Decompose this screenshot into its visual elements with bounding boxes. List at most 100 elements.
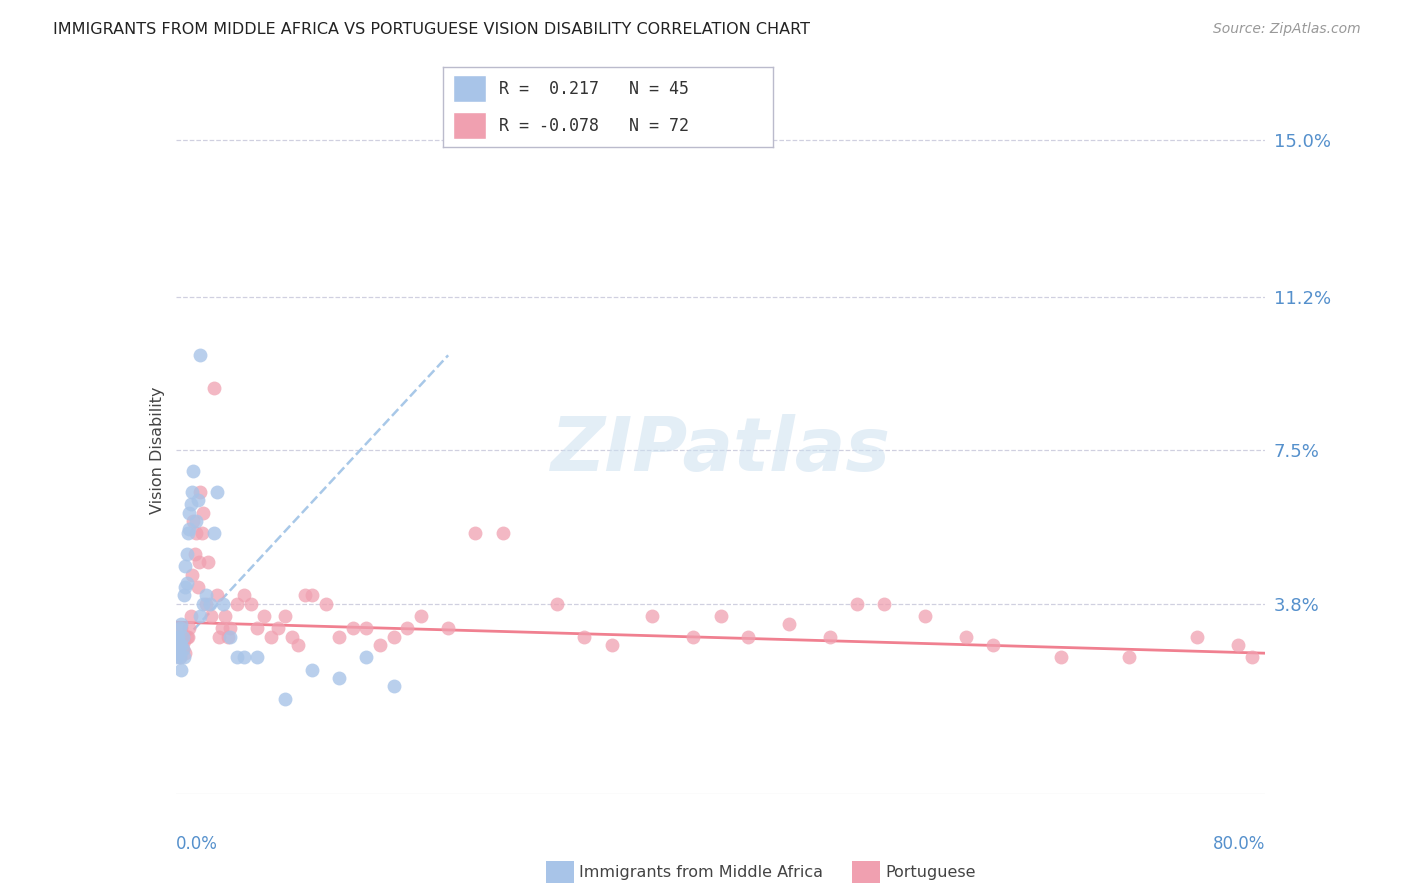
Point	[177, 630, 200, 644]
Point	[464, 526, 486, 541]
Point	[167, 630, 190, 644]
Point	[226, 650, 249, 665]
Point	[274, 609, 297, 624]
Point	[166, 630, 188, 644]
Point	[173, 650, 195, 665]
Point	[179, 506, 201, 520]
Point	[179, 522, 201, 536]
Point	[818, 630, 841, 644]
Point	[981, 638, 1004, 652]
Point	[172, 642, 194, 657]
Point	[301, 588, 323, 602]
Point	[181, 484, 204, 499]
Point	[356, 650, 378, 665]
Point	[180, 609, 202, 624]
Point	[191, 597, 214, 611]
Text: Source: ZipAtlas.com: Source: ZipAtlas.com	[1213, 22, 1361, 37]
Point	[873, 597, 896, 611]
Point	[186, 580, 209, 594]
Point	[191, 506, 214, 520]
Point	[186, 493, 209, 508]
Point	[574, 630, 596, 644]
Point	[180, 497, 202, 511]
Point	[315, 597, 337, 611]
Point	[232, 650, 254, 665]
Point	[188, 484, 211, 499]
Point	[177, 526, 200, 541]
Point	[170, 663, 193, 677]
Point	[437, 621, 460, 635]
Point	[208, 630, 231, 644]
Point	[294, 588, 316, 602]
Text: IMMIGRANTS FROM MIDDLE AFRICA VS PORTUGUESE VISION DISABILITY CORRELATION CHART: IMMIGRANTS FROM MIDDLE AFRICA VS PORTUGU…	[53, 22, 810, 37]
Text: ZIPatlas: ZIPatlas	[551, 414, 890, 487]
Point	[246, 621, 269, 635]
Y-axis label: Vision Disability: Vision Disability	[149, 387, 165, 514]
Point	[1240, 650, 1263, 665]
Text: 0.0%: 0.0%	[176, 835, 218, 854]
Point	[232, 588, 254, 602]
Point	[186, 526, 208, 541]
Point	[200, 609, 222, 624]
Point	[167, 633, 190, 648]
Point	[219, 630, 242, 644]
Point	[202, 526, 225, 541]
Point	[301, 663, 323, 677]
Point	[845, 597, 868, 611]
Point	[382, 679, 405, 693]
Point	[287, 638, 309, 652]
Text: 80.0%: 80.0%	[1213, 835, 1265, 854]
Point	[179, 621, 201, 635]
Point	[169, 650, 191, 665]
Point	[328, 630, 350, 644]
Point	[183, 514, 205, 528]
Point	[682, 630, 704, 644]
Text: Immigrants from Middle Africa: Immigrants from Middle Africa	[579, 865, 824, 880]
Point	[246, 650, 269, 665]
Point	[239, 597, 262, 611]
Point	[267, 621, 290, 635]
Point	[260, 630, 283, 644]
Point	[205, 484, 228, 499]
Point	[186, 514, 208, 528]
Point	[169, 621, 191, 635]
Point	[170, 621, 193, 635]
Text: R = -0.078   N = 72: R = -0.078 N = 72	[499, 117, 689, 135]
Point	[174, 559, 197, 574]
Point	[176, 630, 198, 644]
Point	[170, 617, 193, 632]
Point	[368, 638, 391, 652]
Point	[1187, 630, 1209, 644]
Point	[202, 381, 225, 395]
Point	[197, 555, 219, 569]
Point	[382, 630, 405, 644]
Point	[173, 633, 195, 648]
Point	[710, 609, 733, 624]
Point	[409, 609, 432, 624]
Point	[172, 630, 194, 644]
Point	[328, 671, 350, 685]
Point	[181, 567, 204, 582]
Point	[955, 630, 977, 644]
Point	[194, 597, 217, 611]
Point	[396, 621, 419, 635]
Point	[546, 597, 568, 611]
Point	[198, 597, 221, 611]
Point	[641, 609, 664, 624]
Point	[187, 555, 209, 569]
Point	[166, 638, 188, 652]
Point	[600, 638, 623, 652]
Point	[172, 642, 194, 657]
Point	[184, 547, 207, 561]
Point	[217, 630, 239, 644]
Point	[190, 526, 212, 541]
Point	[169, 638, 191, 652]
Point	[1050, 650, 1073, 665]
Point	[356, 621, 378, 635]
Point	[219, 621, 242, 635]
Point	[167, 630, 190, 644]
Point	[253, 609, 276, 624]
Point	[176, 575, 198, 590]
Point	[166, 650, 188, 665]
Point	[167, 642, 190, 657]
